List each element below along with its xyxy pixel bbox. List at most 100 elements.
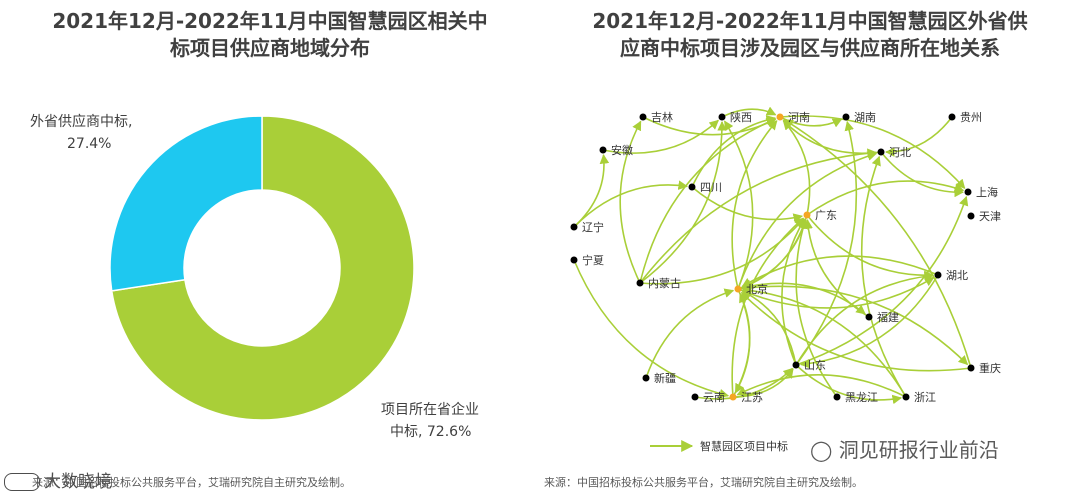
edge-sichuan-henan [691, 115, 777, 188]
source-note-left: 来源：中国招标投标公共服务平台，艾瑞研究院自主研究及绘制。 [32, 476, 351, 489]
node-tianjin [967, 212, 975, 220]
node-fujian [865, 313, 873, 321]
node-henan [776, 113, 784, 121]
slice-label-local-line2: 中标, 72.6% [390, 424, 472, 440]
slice-label-outside-name: 外省供应商中标, [30, 114, 133, 130]
node-label-ningxia: 宁夏 [582, 253, 604, 267]
node-liaoning [570, 223, 578, 231]
node-chongqing [967, 364, 975, 372]
node-jiangsu [729, 393, 737, 401]
edge-hubei-beijing [741, 255, 939, 288]
edge-chongqing-henan [783, 118, 972, 369]
node-label-xinjiang: 新疆 [654, 371, 676, 385]
left-panel: 2021年12月-2022年11月中国智慧园区相关中 标项目供应商地域分布 外省… [4, 9, 488, 492]
node-guizhou [948, 113, 956, 121]
edge-zhejiang-jiangsu [736, 374, 907, 398]
edge-beijing-hebei [737, 151, 878, 290]
edge-guangdong-henan [782, 120, 811, 216]
edge-neimenggu-jilin [619, 120, 642, 284]
edge-beijing-henan [731, 120, 778, 290]
edge-hebei-henan [782, 119, 882, 155]
node-beijing [734, 285, 742, 293]
edge-guizhou-hebei [885, 116, 953, 157]
edge-hebei-shanghai [880, 151, 964, 198]
node-label-hubei: 湖北 [946, 269, 968, 282]
node-label-guizhou: 贵州 [960, 111, 982, 124]
slice-label-outside: 外省供应商中标, 27.4% [30, 111, 132, 155]
edge-shaanxi-henan [721, 106, 777, 118]
node-shandong [792, 361, 800, 369]
node-label-hebei: 河北 [889, 146, 911, 159]
node-label-shandong: 山东 [804, 359, 826, 372]
node-label-fujian: 福建 [877, 310, 899, 324]
edge-neimenggu-henan [639, 117, 777, 284]
node-label-shaanxi: 陕西 [730, 110, 752, 124]
watermark-right: ◯ 洞见研报行业前沿 [810, 438, 999, 462]
node-shaanxi [718, 113, 726, 121]
edge-beijing-chongqing [737, 285, 969, 366]
edge-shandong-hubei [795, 271, 934, 366]
node-label-sichuan: 四川 [700, 181, 722, 194]
edge-fujian-guangdong [803, 219, 870, 318]
edge-jiangsu-guangdong [731, 217, 804, 398]
donut-chart-title: 2021年12月-2022年11月中国智慧园区相关中 标项目供应商地域分布 [52, 9, 488, 60]
node-label-tianjin: 天津 [979, 210, 1001, 223]
node-label-yunnan: 云南 [703, 391, 725, 404]
node-label-beijing: 北京 [746, 282, 768, 296]
edge-guangdong-shanghai [806, 180, 965, 216]
node-label-neimenggu: 内蒙古 [648, 276, 681, 290]
edge-beijing-shaanxi [723, 120, 754, 290]
node-label-liaoning: 辽宁 [582, 220, 604, 234]
edge-henan-shanghai [779, 115, 966, 189]
node-neimenggu [636, 279, 644, 287]
node-label-guangdong: 广东 [815, 209, 837, 222]
node-label-anhui: 安徽 [611, 143, 633, 157]
edge-neimenggu-hebei [639, 148, 877, 284]
edge-xinjiang-beijing [645, 288, 735, 379]
edge-beijing-jiangsu [734, 288, 751, 394]
edge-sichuan-guangdong [691, 186, 804, 223]
node-label-henan: 河南 [788, 111, 810, 124]
edge-beijing-hubei [737, 276, 935, 309]
node-hubei [934, 271, 942, 279]
edge-liaoning-anhui [573, 154, 610, 228]
edge-shandong-zhejiang [795, 364, 903, 405]
edge-shandong-guangdong [781, 218, 806, 366]
edge-hubei-shandong [800, 274, 939, 369]
node-label-chongqing: 重庆 [979, 361, 1001, 375]
slice-label-outside-value: 27.4% [67, 136, 112, 152]
node-label-hunan: 湖南 [854, 111, 876, 124]
node-jilin [639, 113, 647, 121]
slice-label-local: 项目所在省企业 中标, 72.6% [381, 399, 479, 443]
edge-yunnan-shandong [694, 367, 794, 400]
edge-anhui-shaanxi [602, 119, 720, 154]
node-label-jilin: 吉林 [651, 110, 673, 124]
node-label-heilongjiang: 黑龙江 [845, 391, 878, 404]
node-zhejiang [902, 393, 910, 401]
node-hebei [877, 148, 885, 156]
slice-label-local-line1: 项目所在省企业 [381, 402, 479, 418]
node-heilongjiang [833, 393, 841, 401]
node-ningxia [570, 256, 578, 264]
node-label-jiangsu: 江苏 [741, 391, 763, 404]
legend: 智慧园区项目中标 [650, 439, 788, 453]
edge-shandong-beijing [741, 290, 797, 366]
donut-chart [109, 115, 415, 421]
wechat-icon: ◯ [810, 438, 833, 462]
edge-ningxia-jiangsu [573, 259, 730, 399]
edge-shandong-hunan [795, 120, 858, 366]
source-note-right: 来源：中国招标投标公共服务平台，艾瑞研究院自主研究及绘制。 [544, 476, 863, 489]
node-xinjiang [642, 374, 650, 382]
legend-label: 智慧园区项目中标 [700, 439, 788, 453]
edge-liaoning-sichuan [573, 180, 688, 228]
node-sichuan [688, 183, 696, 191]
node-label-shanghai: 上海 [976, 185, 998, 199]
edge-neimenggu-shaanxi [639, 121, 727, 284]
edge-chongqing-beijing [740, 291, 972, 372]
edge-zhejiang-hebei [860, 155, 907, 398]
right-panel: 2021年12月-2022年11月中国智慧园区外省供 应商中标项目涉及园区与供应… [540, 0, 1080, 497]
donut-slice-local [110, 115, 415, 421]
network-chart-title: 2021年12月-2022年11月中国智慧园区外省供 应商中标项目涉及园区与供应… [592, 9, 1028, 60]
